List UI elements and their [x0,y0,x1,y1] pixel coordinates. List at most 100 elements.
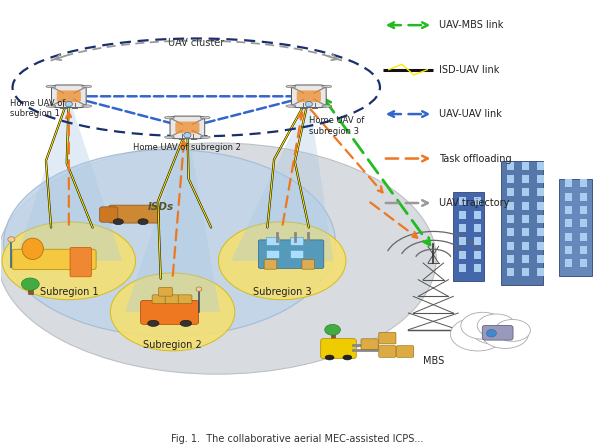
Ellipse shape [0,143,436,374]
FancyBboxPatch shape [474,211,481,219]
Ellipse shape [305,101,312,107]
Text: Fig. 1.  The collaborative aerial MEC-assisted ICPS...: Fig. 1. The collaborative aerial MEC-ass… [171,434,423,444]
Ellipse shape [138,219,148,225]
FancyBboxPatch shape [537,175,544,183]
FancyBboxPatch shape [459,264,466,272]
FancyBboxPatch shape [537,161,544,169]
FancyBboxPatch shape [522,202,529,210]
FancyBboxPatch shape [565,233,572,241]
FancyBboxPatch shape [267,237,280,246]
FancyBboxPatch shape [70,248,91,277]
FancyBboxPatch shape [178,295,192,303]
Ellipse shape [196,287,202,291]
Ellipse shape [21,278,39,290]
FancyBboxPatch shape [141,300,198,324]
FancyBboxPatch shape [559,178,592,277]
FancyBboxPatch shape [507,268,514,277]
FancyBboxPatch shape [331,334,334,339]
FancyBboxPatch shape [580,219,587,227]
Ellipse shape [65,101,72,107]
FancyBboxPatch shape [580,233,587,241]
FancyBboxPatch shape [297,91,321,102]
Text: Home UAV of subregion 2: Home UAV of subregion 2 [134,143,241,152]
FancyBboxPatch shape [57,91,81,102]
FancyBboxPatch shape [28,289,33,294]
Ellipse shape [325,324,340,335]
FancyBboxPatch shape [12,249,96,270]
Ellipse shape [165,116,174,119]
FancyBboxPatch shape [459,197,466,205]
Ellipse shape [184,132,191,138]
Ellipse shape [219,222,346,300]
FancyBboxPatch shape [537,188,544,196]
Ellipse shape [82,85,91,88]
Text: Task offloading: Task offloading [439,153,512,164]
FancyBboxPatch shape [453,192,484,281]
FancyBboxPatch shape [537,268,544,277]
FancyBboxPatch shape [290,250,304,258]
Ellipse shape [286,85,296,88]
FancyBboxPatch shape [109,205,160,223]
Ellipse shape [472,319,513,344]
FancyBboxPatch shape [474,251,481,259]
FancyBboxPatch shape [537,228,544,236]
FancyBboxPatch shape [522,268,529,277]
Ellipse shape [477,314,516,338]
Ellipse shape [8,237,15,242]
FancyBboxPatch shape [459,251,466,259]
FancyBboxPatch shape [459,237,466,245]
Ellipse shape [486,330,497,337]
FancyBboxPatch shape [537,255,544,263]
Ellipse shape [46,85,56,88]
FancyBboxPatch shape [522,188,529,196]
FancyBboxPatch shape [474,224,481,232]
Ellipse shape [461,312,505,339]
FancyBboxPatch shape [507,228,514,236]
FancyBboxPatch shape [565,260,572,268]
FancyBboxPatch shape [537,202,544,210]
FancyBboxPatch shape [565,219,572,227]
FancyBboxPatch shape [459,211,466,219]
FancyBboxPatch shape [507,161,514,169]
FancyBboxPatch shape [459,224,466,232]
FancyBboxPatch shape [175,121,200,133]
FancyBboxPatch shape [537,242,544,250]
Ellipse shape [495,319,530,341]
Text: UAV cluster: UAV cluster [168,38,225,48]
FancyBboxPatch shape [565,206,572,214]
Ellipse shape [322,85,331,88]
Ellipse shape [147,320,159,326]
Ellipse shape [82,105,91,107]
FancyBboxPatch shape [507,242,514,250]
FancyBboxPatch shape [474,264,481,272]
FancyBboxPatch shape [379,346,396,357]
FancyBboxPatch shape [292,85,326,107]
FancyBboxPatch shape [537,215,544,223]
FancyBboxPatch shape [474,237,481,245]
Text: Subregion 3: Subregion 3 [253,287,311,297]
Ellipse shape [322,105,331,107]
FancyBboxPatch shape [501,161,543,285]
FancyBboxPatch shape [290,237,304,246]
FancyBboxPatch shape [565,246,572,254]
FancyBboxPatch shape [580,179,587,187]
Ellipse shape [4,150,336,336]
Text: UAV-UAV link: UAV-UAV link [439,109,502,119]
Ellipse shape [200,136,210,138]
FancyBboxPatch shape [379,332,396,344]
Ellipse shape [113,219,124,225]
Polygon shape [231,96,333,261]
Text: UAV trajectory: UAV trajectory [439,198,510,208]
Ellipse shape [165,136,174,138]
Text: ISDs: ISDs [148,202,174,212]
FancyBboxPatch shape [302,260,315,269]
Ellipse shape [325,355,334,360]
Ellipse shape [482,320,529,348]
Ellipse shape [286,105,296,107]
Text: Subregion 2: Subregion 2 [143,340,202,350]
Ellipse shape [2,222,135,300]
Text: UAV-MBS link: UAV-MBS link [439,20,504,30]
Polygon shape [125,128,220,312]
FancyBboxPatch shape [522,228,529,236]
Text: Subregion 1: Subregion 1 [40,287,98,297]
